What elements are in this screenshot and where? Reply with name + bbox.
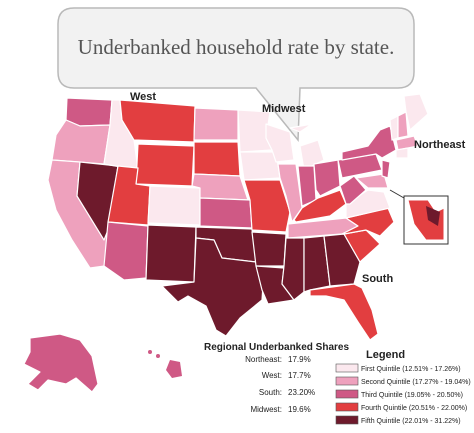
state-north-dakota[interactable] [193,107,239,141]
state-nebraska[interactable] [191,173,249,201]
legend-label-q5: Fifth Quintile (22.01% - 31.22%) [361,418,461,425]
state-west-virginia[interactable] [339,175,367,205]
state-maine[interactable] [403,93,429,131]
state-arizona[interactable] [103,221,149,281]
state-missouri[interactable] [243,179,291,233]
state-hawaii[interactable] [148,350,182,378]
share-label-south: South: [259,388,282,397]
region-label-south: South [362,273,393,285]
share-label-midwest: Midwest: [250,405,282,414]
legend-item: Third Quintile (19.05% - 20.50%) [335,389,463,399]
state-florida[interactable] [309,283,379,341]
state-connecticut[interactable] [395,147,409,159]
legend-item: Fifth Quintile (22.01% - 31.22%) [335,415,461,425]
legend-label-q2: Second Quintile (17.27% - 19.04%) [361,379,471,386]
state-wyoming[interactable] [135,143,195,187]
state-maryland[interactable] [355,173,389,189]
state-new-york[interactable] [341,125,397,161]
state-oregon[interactable] [51,119,111,165]
legend-label-q3: Third Quintile (19.05% - 20.50%) [361,392,463,399]
legend-title: Legend [366,349,405,361]
legend-item: First Quintile (12.51% - 17.26%) [335,363,461,373]
share-value-northeast: 17.9% [288,355,311,364]
regional-shares: Regional Underbanked Shares Northeast: 1… [204,342,349,414]
state-texas[interactable] [161,237,265,337]
state-massachusetts[interactable] [395,135,419,151]
legend-label-q4: Fourth Quintile (20.51% - 22.00%) [361,405,467,412]
legend-swatch-q2 [335,376,359,386]
share-value-midwest: 19.6% [288,405,311,414]
legend-swatch-q4 [335,402,359,412]
regional-shares-title: Regional Underbanked Shares [204,342,349,353]
share-label-northeast: Northeast: [245,355,282,364]
states [47,93,429,341]
state-kentucky[interactable] [293,189,347,223]
state-wisconsin[interactable] [265,123,295,163]
state-south-dakota[interactable] [193,141,241,177]
legend-item: Fourth Quintile (20.51% - 22.00%) [335,402,467,412]
state-montana[interactable] [119,99,196,143]
share-value-south: 23.20% [288,388,315,397]
state-new-jersey[interactable] [381,159,391,179]
inset-dc [389,189,449,245]
legend-swatch-q5 [335,415,359,425]
legend-item: Second Quintile (17.27% - 19.04%) [335,376,471,386]
state-new-hampshire[interactable] [397,111,409,139]
state-illinois[interactable] [277,163,303,223]
state-north-carolina[interactable] [341,207,395,237]
state-arkansas[interactable] [251,231,287,267]
state-vermont[interactable] [389,115,399,141]
share-label-west: West: [262,371,282,380]
region-label-midwest: Midwest [262,103,306,115]
legend-swatch-q1 [335,363,359,373]
state-alaska[interactable] [23,333,99,393]
state-alaska-islands [9,389,27,407]
state-alabama[interactable] [303,235,331,293]
state-ohio[interactable] [313,159,341,197]
map-title: Underbanked household rate by state. [78,35,395,59]
share-value-west: 17.7% [288,371,311,380]
legend-label-q1: First Quintile (12.51% - 17.26%) [361,366,461,373]
legend-swatch-q3 [335,389,359,399]
region-label-west: West [130,91,156,103]
state-colorado[interactable] [147,185,201,226]
legend: Legend First Quintile (12.51% - 17.26%) … [335,349,471,425]
state-michigan[interactable] [289,123,325,171]
state-kansas[interactable] [199,197,253,229]
title-bubble: Underbanked household rate by state. [57,7,415,143]
state-new-mexico[interactable] [145,224,197,283]
region-label-northeast: Northeast [414,139,466,151]
state-washington[interactable] [65,97,113,127]
